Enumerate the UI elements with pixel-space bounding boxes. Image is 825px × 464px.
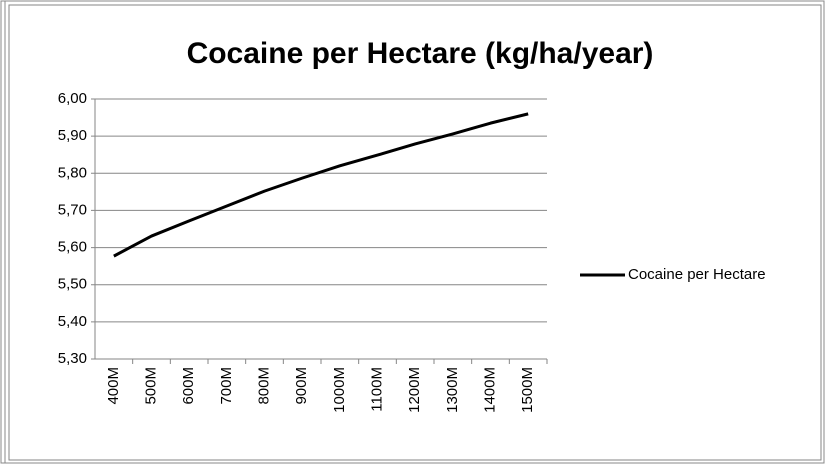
x-tick-label: 1100M <box>368 367 385 412</box>
x-tick-label: 1400M <box>481 367 498 413</box>
y-tick-label: 5,30 <box>58 350 87 367</box>
y-tick-label: 5,80 <box>58 164 87 181</box>
series-line <box>113 112 529 258</box>
x-tick-label: 800M <box>255 367 272 405</box>
x-tick-label: 1500M <box>519 367 536 413</box>
y-tick-label: 5,70 <box>58 201 87 218</box>
chart-border <box>8 4 822 461</box>
y-tick-label: 5,50 <box>58 276 87 293</box>
x-tick-label: 400M <box>105 367 122 405</box>
x-tick-label: 600M <box>180 367 197 405</box>
x-tick-label: 1000M <box>331 367 348 413</box>
x-tick-label: 900M <box>293 367 310 405</box>
y-tick-label: 5,60 <box>58 239 87 256</box>
chart-title: Cocaine per Hectare (kg/ha/year) <box>187 37 654 70</box>
legend-label: Cocaine per Hectare <box>628 266 766 283</box>
y-tick-label: 6,00 <box>58 90 87 107</box>
y-tick-label: 5,90 <box>58 127 87 144</box>
frame-inner <box>4 0 825 464</box>
x-tick-label: 1200M <box>406 367 423 413</box>
x-tick-label: 500M <box>142 367 159 405</box>
x-tick-label: 1300M <box>444 367 461 413</box>
y-tick-label: 5,40 <box>58 313 87 330</box>
x-tick-label: 700M <box>218 367 235 405</box>
